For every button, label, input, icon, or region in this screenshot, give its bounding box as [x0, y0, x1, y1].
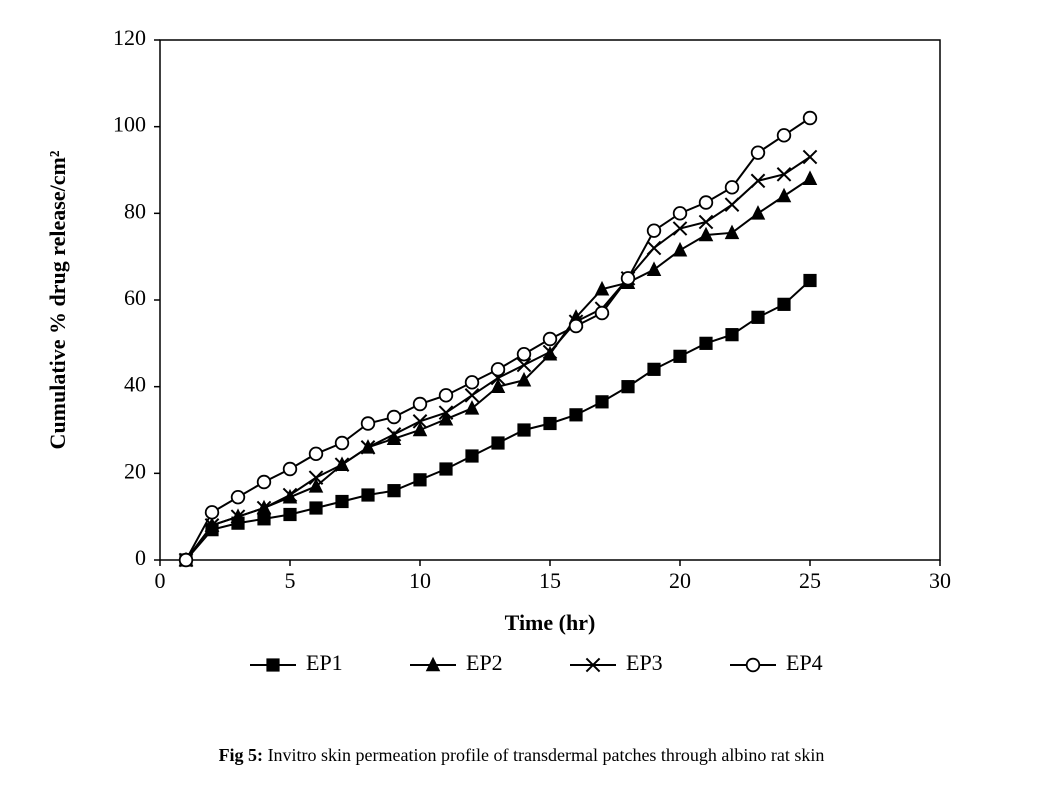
legend-label: EP3	[626, 650, 663, 675]
x-axis-label: Time (hr)	[505, 610, 596, 635]
x-tick-label: 25	[799, 568, 821, 593]
permeation-line-chart: 0 20 40 60 80 100 120 0 5 10 15 20 25 30 Time (hr) Cumu…	[0, 0, 1043, 720]
page: 0 20 40 60 80 100 120 0 5 10 15 20 25 30 Time (hr) Cumu…	[0, 0, 1043, 795]
x-tick-label: 20	[669, 568, 691, 593]
y-tick-label: 120	[113, 25, 146, 50]
legend-label: EP1	[306, 650, 343, 675]
y-tick-label: 80	[124, 198, 146, 223]
x-tick-label: 5	[285, 568, 296, 593]
x-tick-label: 0	[155, 568, 166, 593]
y-tick-label: 0	[135, 545, 146, 570]
y-tick-label: 40	[124, 372, 146, 397]
y-tick-label: 100	[113, 112, 146, 137]
y-tick-label: 60	[124, 285, 146, 310]
y-axis-label: Cumulative % drug release/cm²	[45, 150, 70, 449]
x-tick-label: 10	[409, 568, 431, 593]
y-tick-label: 20	[124, 458, 146, 483]
caption-label: Fig 5:	[219, 745, 264, 765]
x-tick-label: 15	[539, 568, 561, 593]
legend-label: EP2	[466, 650, 503, 675]
figure-caption: Fig 5: Invitro skin permeation profile o…	[0, 745, 1043, 766]
x-tick-label: 30	[929, 568, 951, 593]
legend-label: EP4	[786, 650, 823, 675]
caption-text: Invitro skin permeation profile of trans…	[263, 745, 824, 765]
